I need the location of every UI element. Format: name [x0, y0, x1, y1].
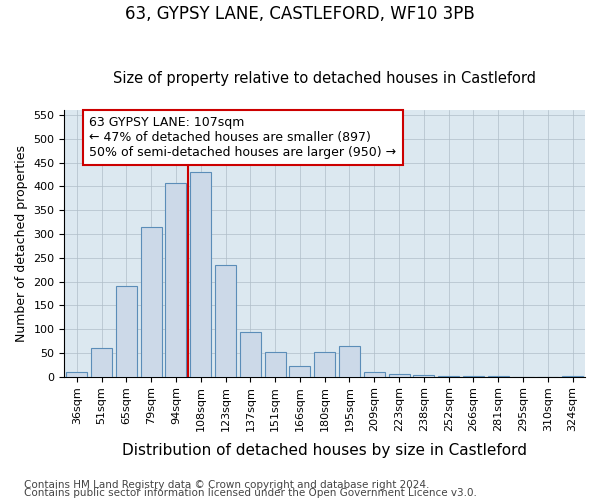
Bar	[339, 346, 360, 376]
Y-axis label: Number of detached properties: Number of detached properties	[15, 145, 28, 342]
Bar	[116, 286, 137, 376]
Bar	[215, 265, 236, 376]
Bar	[240, 332, 261, 376]
Text: 63, GYPSY LANE, CASTLEFORD, WF10 3PB: 63, GYPSY LANE, CASTLEFORD, WF10 3PB	[125, 5, 475, 23]
Bar	[289, 366, 310, 376]
Bar	[91, 348, 112, 376]
X-axis label: Distribution of detached houses by size in Castleford: Distribution of detached houses by size …	[122, 442, 527, 458]
Bar	[190, 172, 211, 376]
Bar	[140, 227, 162, 376]
Bar	[364, 372, 385, 376]
Title: Size of property relative to detached houses in Castleford: Size of property relative to detached ho…	[113, 70, 536, 86]
Bar	[66, 372, 88, 376]
Bar	[166, 182, 187, 376]
Bar	[314, 352, 335, 376]
Bar	[265, 352, 286, 376]
Text: Contains public sector information licensed under the Open Government Licence v3: Contains public sector information licen…	[24, 488, 477, 498]
Text: Contains HM Land Registry data © Crown copyright and database right 2024.: Contains HM Land Registry data © Crown c…	[24, 480, 430, 490]
Bar	[413, 375, 434, 376]
Bar	[389, 374, 410, 376]
Text: 63 GYPSY LANE: 107sqm
← 47% of detached houses are smaller (897)
50% of semi-det: 63 GYPSY LANE: 107sqm ← 47% of detached …	[89, 116, 397, 159]
